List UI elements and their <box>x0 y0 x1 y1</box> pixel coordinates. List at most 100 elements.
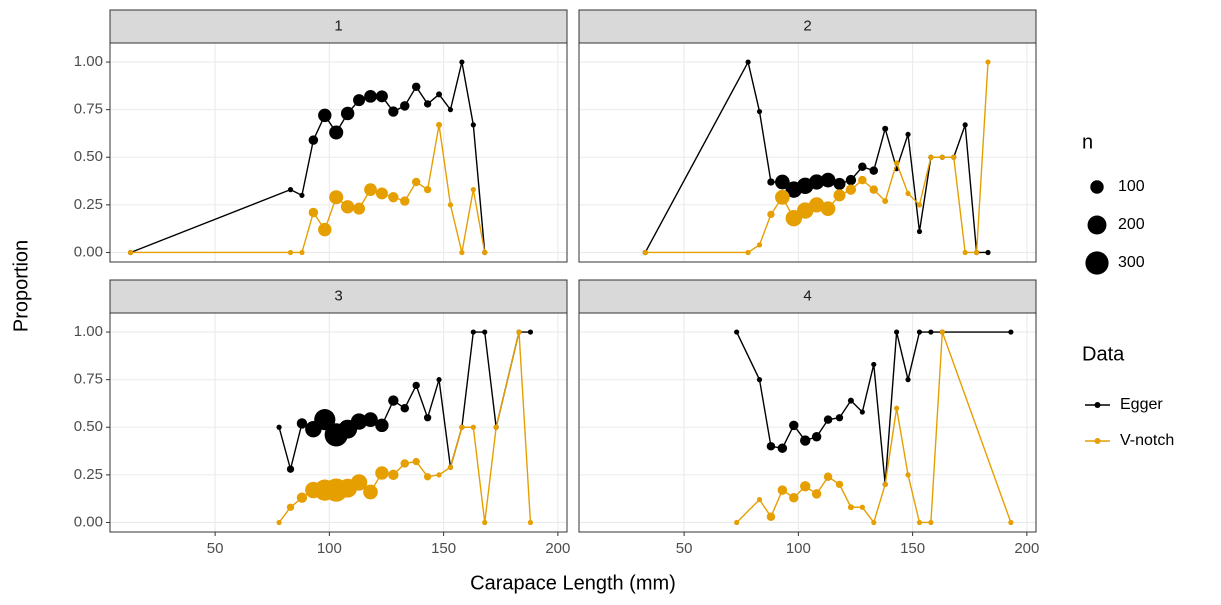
strip-label: 4 <box>803 287 811 304</box>
data-point <box>388 395 399 406</box>
data-point <box>858 162 867 172</box>
data-point <box>756 377 763 383</box>
data-point <box>916 202 923 208</box>
strip-label: 1 <box>334 17 342 34</box>
size-legend-key <box>1085 251 1109 275</box>
data-point <box>516 329 522 335</box>
data-point <box>847 504 854 511</box>
data-point <box>823 415 833 424</box>
data-point <box>276 424 282 430</box>
data-point <box>363 412 378 427</box>
data-point <box>777 443 788 453</box>
x-tick-label: 100 <box>786 540 811 557</box>
data-point <box>459 59 465 65</box>
data-point <box>905 472 911 478</box>
data-point <box>1008 329 1014 335</box>
data-point <box>340 106 355 121</box>
size-legend-key <box>1090 180 1104 194</box>
x-axis-title: Carapace Length (mm) <box>470 572 676 594</box>
size-legend-label: 300 <box>1118 254 1145 271</box>
data-point <box>800 435 811 446</box>
panel-background <box>579 43 1036 262</box>
data-point <box>916 329 923 335</box>
legend-dot <box>1094 402 1101 408</box>
data-point <box>470 424 476 430</box>
data-point <box>859 409 865 415</box>
data-point <box>318 222 332 237</box>
y-tick-label: 0.25 <box>74 466 103 483</box>
data-point <box>400 101 410 111</box>
data-point <box>894 329 900 335</box>
strip <box>578 279 1037 314</box>
data-point <box>411 177 421 187</box>
size-legend-label: 200 <box>1118 216 1145 233</box>
data-point <box>527 519 534 526</box>
data-point <box>436 377 442 383</box>
data-point <box>459 249 465 256</box>
y-tick-label: 0.00 <box>74 243 103 260</box>
data-point <box>882 198 889 205</box>
data-point <box>482 249 488 256</box>
strip-label: 3 <box>334 287 342 304</box>
data-point <box>939 329 945 335</box>
data-point <box>470 187 476 193</box>
data-point <box>459 424 465 430</box>
data-point <box>296 492 308 503</box>
data-point <box>820 172 836 188</box>
data-point <box>286 465 295 473</box>
data-point <box>789 420 799 431</box>
data-point <box>388 106 399 117</box>
data-point <box>734 519 740 526</box>
data-point <box>127 249 134 256</box>
color-legend-title: Data <box>1082 343 1125 365</box>
data-point <box>951 154 957 160</box>
x-tick-label: 50 <box>207 540 224 557</box>
data-point <box>800 481 811 492</box>
data-point <box>928 519 934 526</box>
data-point <box>411 82 421 92</box>
data-point <box>329 190 344 205</box>
data-point <box>353 94 366 107</box>
data-point <box>775 189 790 205</box>
data-point <box>745 59 751 65</box>
data-point <box>845 174 857 186</box>
data-point <box>871 519 877 526</box>
strip-label: 2 <box>803 17 811 34</box>
data-point <box>869 185 879 194</box>
data-point <box>766 512 776 522</box>
x-tick-label: 150 <box>900 540 925 557</box>
data-point <box>286 503 295 511</box>
data-point <box>470 122 476 128</box>
data-point <box>482 519 488 526</box>
data-point <box>775 174 790 190</box>
data-point <box>985 59 991 65</box>
data-point <box>308 207 319 218</box>
strip <box>109 9 568 44</box>
data-point <box>789 492 799 503</box>
data-point <box>412 381 420 390</box>
data-point <box>436 91 443 98</box>
data-point <box>823 472 833 482</box>
y-tick-label: 0.75 <box>74 101 103 118</box>
data-point <box>809 197 825 213</box>
y-tick-label: 0.25 <box>74 196 103 213</box>
data-point <box>436 472 442 478</box>
data-point <box>400 459 410 468</box>
data-point <box>353 202 366 215</box>
data-point <box>400 403 410 413</box>
data-point <box>928 329 934 335</box>
data-point <box>350 413 368 430</box>
data-point <box>299 249 305 256</box>
data-point <box>871 361 877 368</box>
data-point <box>375 418 389 433</box>
data-point <box>318 108 332 123</box>
data-point <box>905 190 911 197</box>
data-point <box>777 485 788 495</box>
data-point <box>973 249 980 256</box>
data-point <box>299 192 305 198</box>
data-point <box>833 177 846 190</box>
data-point <box>350 474 368 491</box>
data-point <box>329 125 344 140</box>
data-point <box>916 228 923 235</box>
data-point <box>482 329 488 335</box>
